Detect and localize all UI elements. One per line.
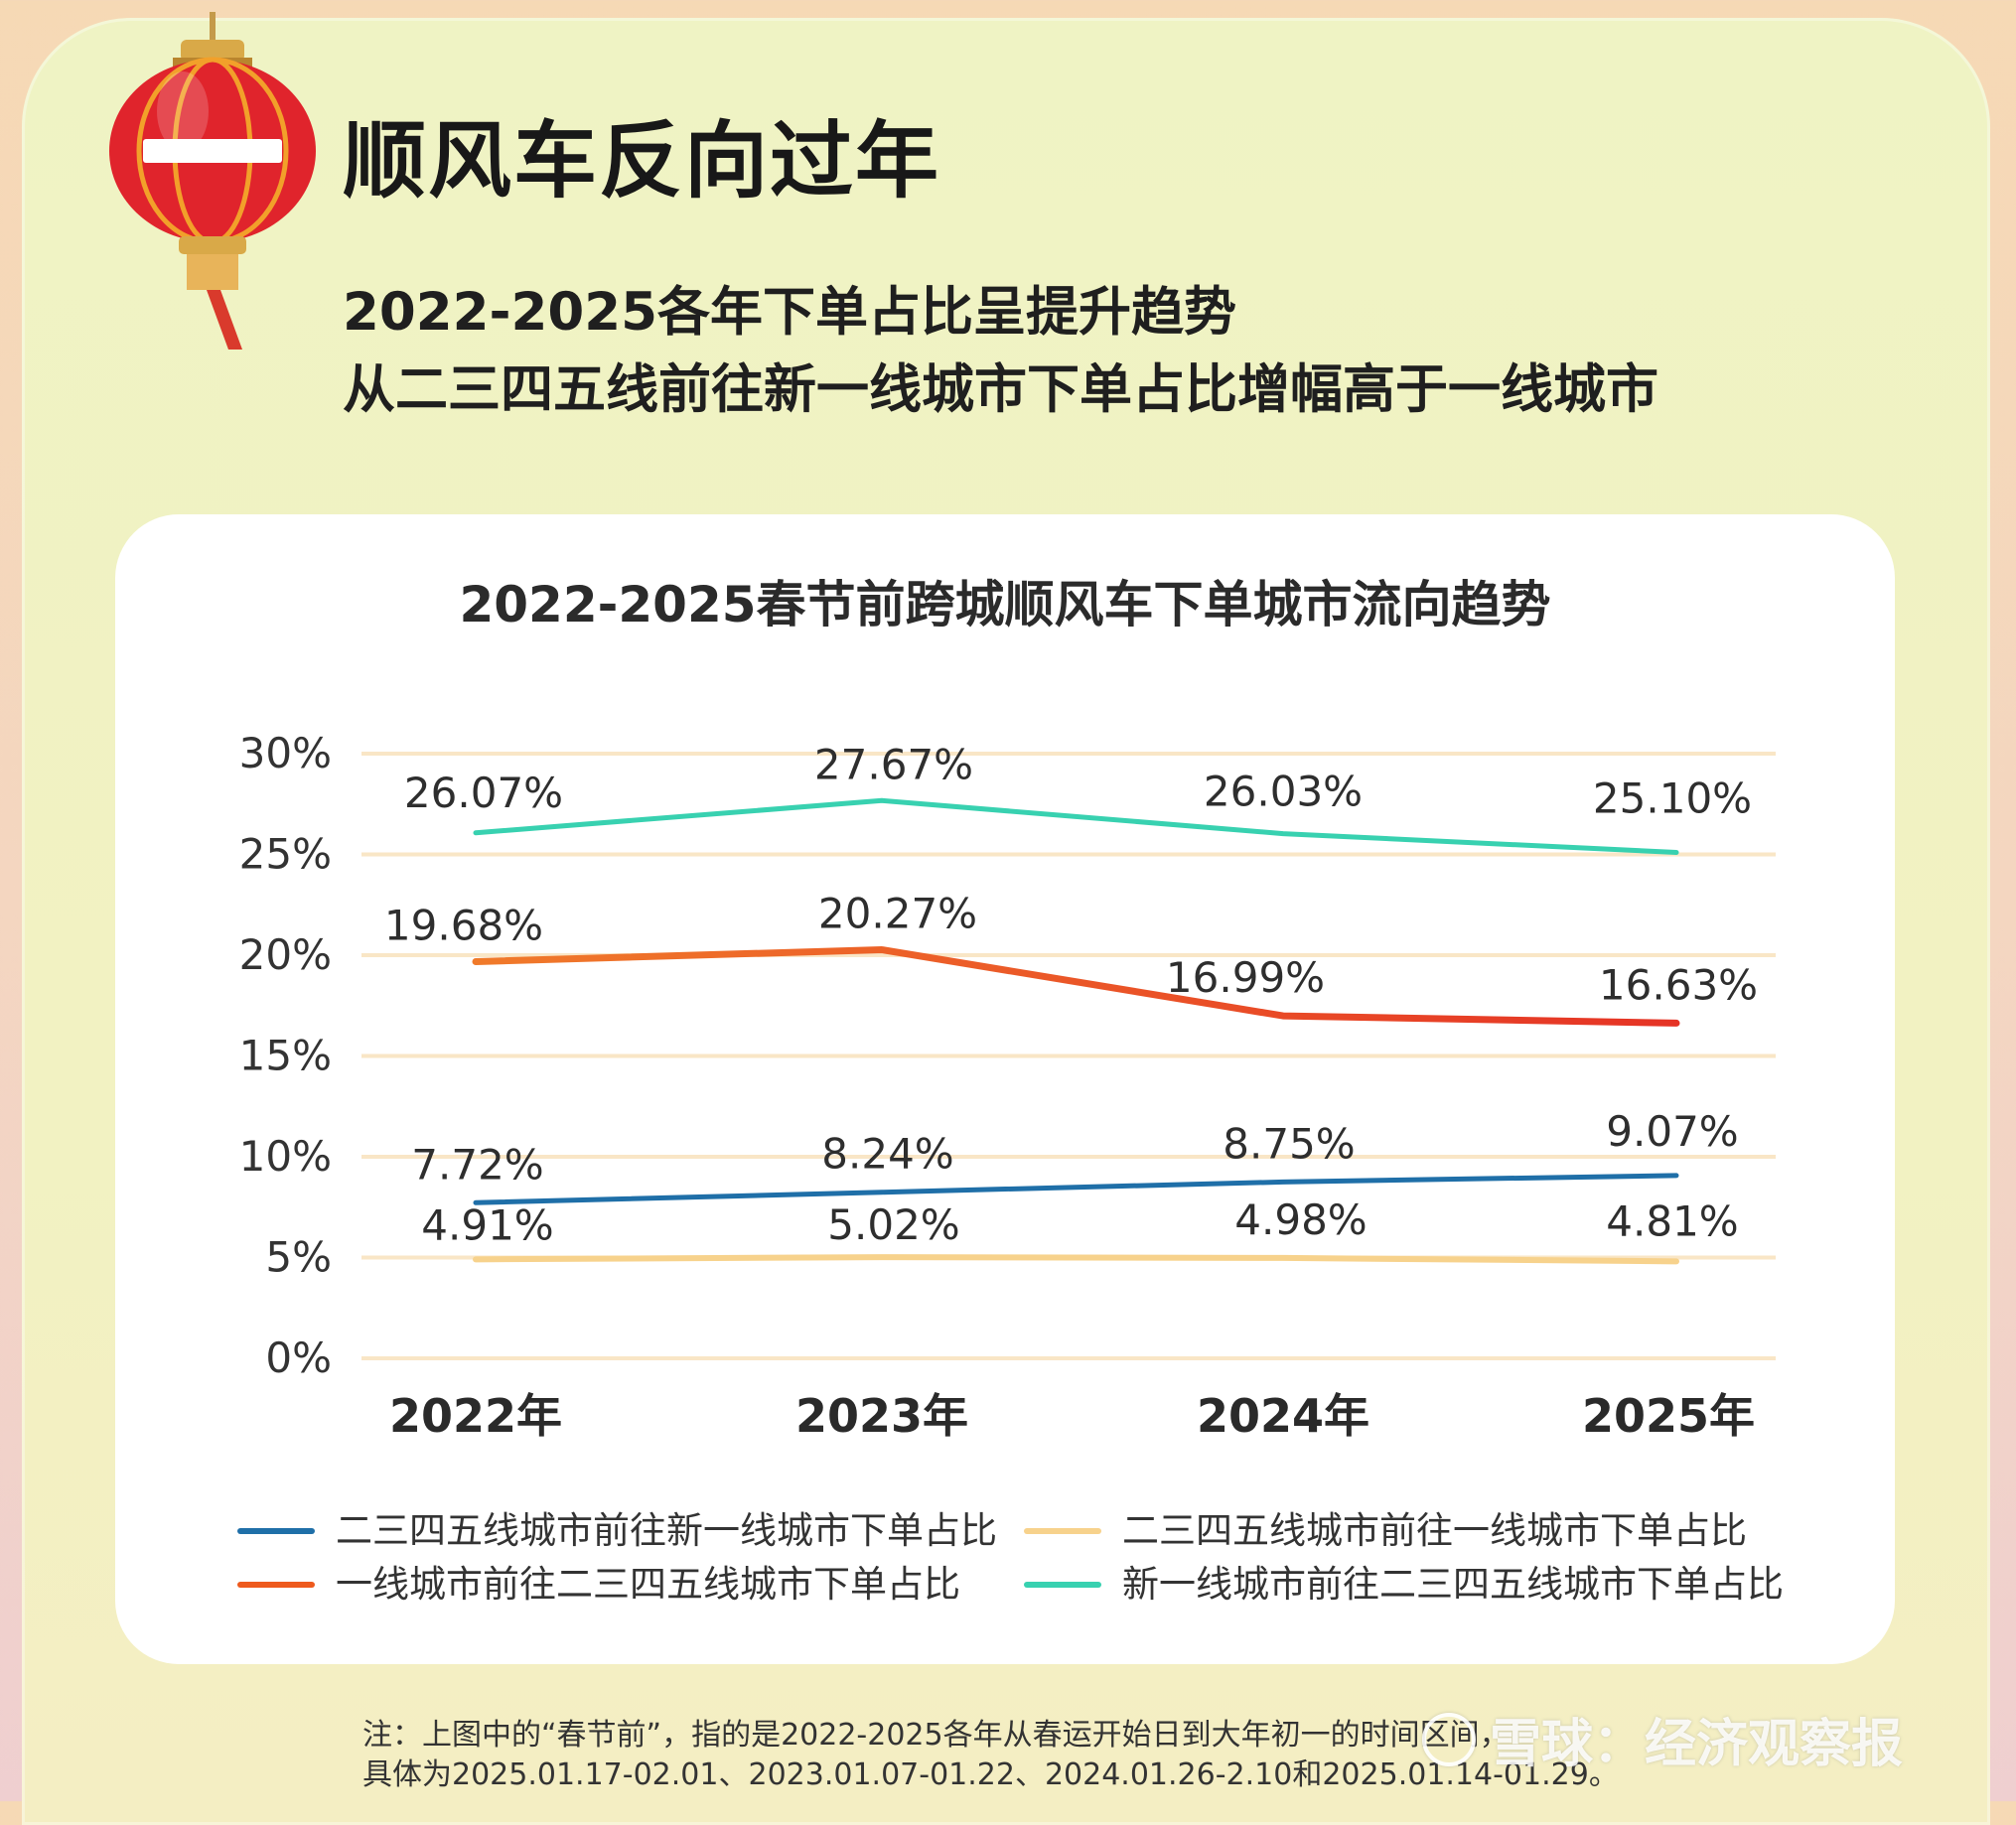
data-label: 8.75% (1223, 1119, 1355, 1168)
subtitle-2: 从二三四五线前往新一线城市下单占比增幅高于一线城市 (343, 359, 1658, 420)
y-tick-label: 5% (265, 1233, 332, 1282)
x-tick-label: 2023年 (795, 1389, 968, 1443)
x-tick-label: 2025年 (1582, 1389, 1755, 1443)
y-tick-label: 20% (239, 930, 332, 979)
y-tick-label: 0% (265, 1334, 332, 1382)
legend-label: 二三四五线城市前往一线城市下单占比 (1122, 1509, 1747, 1552)
data-label: 27.67% (814, 740, 973, 788)
y-tick-label: 15% (239, 1032, 332, 1080)
legend-label: 二三四五线城市前往新一线城市下单占比 (336, 1509, 997, 1552)
x-tick-label: 2022年 (389, 1389, 562, 1443)
snowball-logo-icon (1422, 1712, 1476, 1766)
legend-label: 一线城市前往二三四五线城市下单占比 (336, 1563, 960, 1606)
data-label: 26.03% (1204, 768, 1363, 816)
data-label: 7.72% (411, 1140, 543, 1189)
x-tick-label: 2024年 (1197, 1389, 1369, 1443)
y-tick-label: 10% (239, 1132, 332, 1181)
data-label: 9.07% (1606, 1107, 1738, 1156)
data-label: 16.63% (1599, 960, 1758, 1009)
footnote-line-1: 注：上图中的“春节前”，指的是2022-2025各年从春运开始日到大年初一的时间… (362, 1718, 1510, 1753)
data-label: 25.10% (1593, 773, 1752, 822)
series-line (473, 1254, 1679, 1265)
subtitle-1: 2022-2025各年下单占比呈提升趋势 (343, 282, 1237, 343)
data-label: 20.27% (818, 890, 977, 938)
page-title: 顺风车反向过年 (343, 112, 941, 210)
series-line (473, 797, 1679, 855)
watermark: 雪球：经济观察报 (1422, 1702, 1903, 1776)
series-line (473, 1173, 1679, 1205)
watermark-text: 雪球：经济观察报 (1490, 1715, 1904, 1774)
y-tick-label: 30% (239, 729, 332, 777)
data-label: 8.24% (821, 1130, 953, 1179)
data-label: 4.81% (1606, 1196, 1738, 1245)
data-label: 26.07% (404, 769, 563, 817)
lantern-icon: 一 (109, 12, 316, 350)
footnote-line-2: 具体为2025.01.17-02.01、2023.01.07-01.22、202… (362, 1757, 1619, 1792)
data-label: 19.68% (384, 901, 543, 949)
data-label: 5.02% (827, 1200, 959, 1249)
series-line (472, 946, 1680, 1027)
legend-label: 新一线城市前往二三四五线城市下单占比 (1122, 1563, 1784, 1606)
data-label: 4.91% (421, 1200, 553, 1249)
y-tick-label: 25% (239, 830, 332, 879)
chart-title: 2022-2025春节前跨城顺风车下单城市流向趋势 (459, 576, 1550, 633)
line-chart: 2022-2025春节前跨城顺风车下单城市流向趋势 0% 5% 10% 15% 20% 2… (237, 576, 1784, 1606)
data-label: 16.99% (1166, 953, 1325, 1002)
data-label: 4.98% (1234, 1195, 1367, 1244)
chart-card: 2022-2025春节前跨城顺风车下单城市流向趋势 0% 5% 10% 15% 20% 2… (115, 514, 1895, 1664)
